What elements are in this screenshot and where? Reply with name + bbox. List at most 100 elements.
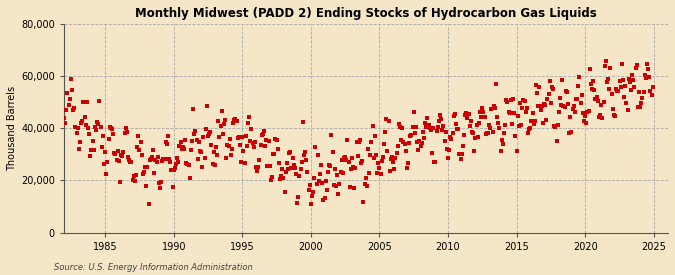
Point: [414, 139, 425, 143]
Point: [634, 104, 645, 109]
Point: [285, 150, 296, 155]
Point: [356, 161, 367, 165]
Point: [280, 170, 291, 174]
Point: [618, 78, 628, 82]
Point: [385, 157, 396, 161]
Point: [446, 136, 457, 141]
Point: [381, 117, 392, 122]
Point: [415, 144, 426, 148]
Point: [313, 153, 323, 157]
Point: [329, 167, 340, 172]
Point: [412, 140, 423, 144]
Point: [198, 135, 209, 139]
Point: [402, 166, 412, 170]
Point: [436, 117, 447, 121]
Point: [100, 150, 111, 154]
Point: [284, 151, 294, 155]
Point: [596, 103, 607, 108]
Point: [127, 178, 138, 182]
Point: [554, 110, 564, 114]
Point: [128, 174, 139, 178]
Point: [566, 130, 577, 134]
Point: [236, 160, 246, 164]
Point: [259, 129, 269, 134]
Point: [430, 160, 441, 164]
Point: [359, 182, 370, 186]
Point: [624, 79, 635, 84]
Point: [593, 99, 603, 103]
Point: [636, 101, 647, 105]
Point: [163, 134, 173, 139]
Point: [555, 96, 566, 100]
Point: [390, 156, 401, 160]
Point: [547, 85, 558, 89]
Point: [65, 77, 76, 81]
Point: [517, 106, 528, 111]
Y-axis label: Thousand Barrels: Thousand Barrels: [7, 86, 17, 171]
Point: [217, 109, 227, 114]
Point: [362, 183, 373, 188]
Point: [369, 134, 380, 138]
Point: [171, 156, 182, 161]
Point: [122, 130, 132, 134]
Point: [440, 129, 451, 134]
Point: [77, 118, 88, 123]
Point: [422, 116, 433, 120]
Point: [109, 151, 119, 155]
Point: [74, 147, 84, 152]
Point: [332, 173, 343, 177]
Point: [644, 75, 655, 79]
Point: [466, 130, 477, 134]
Point: [522, 106, 533, 110]
Point: [335, 169, 346, 174]
Point: [463, 112, 474, 116]
Point: [169, 166, 180, 170]
Point: [474, 121, 485, 125]
Point: [604, 87, 615, 92]
Point: [520, 109, 531, 114]
Point: [86, 147, 97, 152]
Point: [182, 162, 193, 166]
Point: [146, 157, 157, 161]
Point: [400, 149, 411, 153]
Point: [570, 97, 581, 101]
Point: [638, 90, 649, 95]
Point: [265, 178, 276, 182]
Point: [246, 126, 257, 131]
Point: [537, 121, 548, 125]
Point: [351, 140, 362, 144]
Point: [626, 73, 637, 77]
Point: [202, 134, 213, 139]
Point: [431, 129, 442, 134]
Point: [487, 130, 498, 134]
Point: [616, 62, 627, 66]
Point: [483, 131, 493, 135]
Point: [399, 142, 410, 146]
Point: [377, 158, 387, 163]
Point: [191, 137, 202, 142]
Point: [323, 169, 333, 174]
Point: [469, 148, 480, 153]
Point: [595, 112, 605, 117]
Point: [131, 172, 142, 177]
Point: [201, 104, 212, 108]
Point: [338, 171, 348, 175]
Point: [248, 145, 259, 149]
Point: [209, 150, 219, 154]
Point: [545, 100, 556, 105]
Point: [256, 133, 267, 138]
Point: [227, 120, 238, 125]
Point: [326, 132, 337, 137]
Point: [475, 110, 485, 114]
Point: [298, 153, 309, 157]
Point: [64, 97, 75, 102]
Point: [186, 138, 197, 143]
Point: [296, 160, 307, 164]
Point: [599, 64, 610, 68]
Point: [158, 156, 169, 161]
Point: [79, 115, 90, 119]
Point: [588, 79, 599, 83]
Point: [533, 103, 544, 108]
Point: [116, 153, 127, 158]
Point: [82, 100, 92, 104]
